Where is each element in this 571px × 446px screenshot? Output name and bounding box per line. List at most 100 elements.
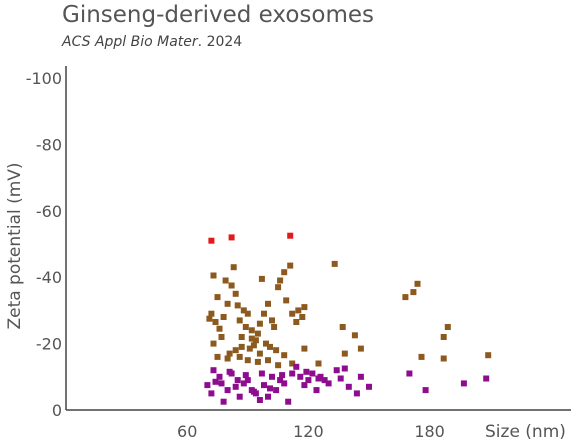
y-axis-title: Zeta potential (mV) bbox=[5, 162, 25, 329]
purple-data-point bbox=[258, 370, 265, 377]
subtitle-year: . 2024 bbox=[197, 34, 243, 50]
brown-data-point bbox=[275, 362, 282, 369]
brown-data-point bbox=[232, 290, 239, 297]
brown-data-point bbox=[224, 355, 231, 362]
brown-data-point bbox=[246, 345, 253, 352]
purple-data-point bbox=[337, 375, 344, 382]
brown-data-point bbox=[256, 350, 263, 357]
brown-data-point bbox=[244, 310, 251, 317]
y-tick-label: -20 bbox=[36, 335, 62, 354]
brown-data-point bbox=[289, 360, 296, 367]
brown-data-point bbox=[287, 262, 294, 269]
purple-data-point bbox=[293, 363, 300, 370]
brown-data-point bbox=[444, 324, 451, 330]
purple-data-point bbox=[242, 372, 249, 379]
purple-data-point bbox=[204, 382, 211, 389]
brown-data-point bbox=[293, 319, 300, 325]
brown-data-point bbox=[339, 324, 346, 330]
purple-data-point bbox=[212, 378, 219, 385]
brown-data-point bbox=[216, 325, 223, 332]
purple-data-point bbox=[210, 367, 217, 374]
purple-data-point bbox=[325, 380, 332, 387]
purple-data-point bbox=[224, 387, 231, 394]
brown-data-point bbox=[351, 332, 358, 339]
purple-data-point bbox=[285, 398, 292, 405]
purple-data-point bbox=[303, 368, 310, 375]
purple-data-point bbox=[313, 387, 320, 394]
brown-data-point bbox=[301, 345, 308, 352]
purple-data-point bbox=[357, 373, 364, 380]
brown-data-point bbox=[214, 294, 221, 301]
brown-data-point bbox=[414, 280, 421, 287]
purple-data-point bbox=[250, 388, 257, 395]
brown-data-point bbox=[357, 345, 364, 352]
purple-data-point bbox=[460, 380, 467, 387]
brown-data-point bbox=[256, 320, 263, 327]
brown-data-point bbox=[228, 282, 235, 289]
purple-data-point bbox=[289, 370, 296, 377]
brown-data-point bbox=[214, 353, 221, 360]
brown-data-point bbox=[341, 350, 348, 357]
purple-data-point bbox=[244, 377, 251, 384]
brown-data-point bbox=[234, 302, 241, 309]
brown-data-point bbox=[267, 343, 273, 350]
purple-data-point bbox=[366, 383, 372, 390]
y-tick-label: 0 bbox=[52, 401, 62, 420]
x-tick-label: 180 bbox=[414, 422, 445, 441]
purple-data-point bbox=[220, 398, 227, 405]
brown-data-point bbox=[254, 358, 261, 365]
brown-data-point bbox=[265, 357, 271, 364]
brown-data-point bbox=[250, 342, 257, 349]
purple-data-point bbox=[208, 390, 215, 397]
brown-data-point bbox=[402, 294, 409, 301]
chart-points bbox=[204, 232, 492, 405]
purple-data-point bbox=[406, 370, 413, 377]
brown-data-point bbox=[281, 269, 288, 276]
purple-data-point bbox=[216, 373, 223, 380]
brown-data-point bbox=[289, 310, 296, 317]
purple-data-point bbox=[256, 397, 263, 403]
red-data-point bbox=[208, 237, 215, 244]
purple-data-point bbox=[483, 375, 490, 382]
brown-data-point bbox=[265, 300, 271, 307]
brown-data-point bbox=[210, 272, 217, 279]
brown-data-point bbox=[230, 264, 237, 271]
brown-data-point bbox=[269, 317, 275, 324]
brown-data-point bbox=[248, 335, 255, 342]
brown-data-point bbox=[315, 360, 322, 367]
y-tick-label: -80 bbox=[36, 135, 62, 154]
purple-data-point bbox=[279, 372, 286, 379]
purple-data-point bbox=[305, 377, 312, 384]
purple-data-point bbox=[273, 387, 280, 394]
brown-data-point bbox=[295, 307, 302, 314]
brown-data-point bbox=[331, 260, 338, 267]
purple-data-point bbox=[236, 393, 243, 400]
y-tick-label: -60 bbox=[36, 202, 62, 221]
subtitle-journal: ACS Appl Bio Mater bbox=[62, 34, 198, 50]
brown-data-point bbox=[224, 300, 231, 307]
chart-title: Ginseng-derived exosomes bbox=[62, 2, 374, 28]
chart-axes bbox=[65, 66, 571, 411]
brown-data-point bbox=[212, 319, 219, 325]
brown-data-point bbox=[485, 352, 492, 359]
brown-data-point bbox=[210, 340, 217, 347]
brown-data-point bbox=[301, 304, 308, 311]
purple-data-point bbox=[269, 373, 275, 380]
brown-data-point bbox=[258, 275, 265, 282]
brown-data-point bbox=[232, 347, 239, 354]
purple-data-point bbox=[353, 390, 360, 397]
purple-data-point bbox=[265, 393, 271, 400]
brown-data-point bbox=[220, 314, 227, 320]
purple-data-point bbox=[297, 373, 304, 380]
brown-data-point bbox=[263, 340, 269, 347]
purple-data-point bbox=[345, 383, 352, 390]
purple-data-point bbox=[301, 382, 308, 389]
brown-data-point bbox=[206, 315, 213, 322]
purple-data-point bbox=[240, 380, 247, 387]
purple-data-point bbox=[341, 365, 348, 372]
brown-data-point bbox=[273, 347, 280, 354]
brown-data-point bbox=[222, 277, 229, 284]
brown-data-point bbox=[236, 317, 243, 324]
brown-data-point bbox=[252, 337, 259, 344]
brown-data-point bbox=[418, 353, 425, 360]
